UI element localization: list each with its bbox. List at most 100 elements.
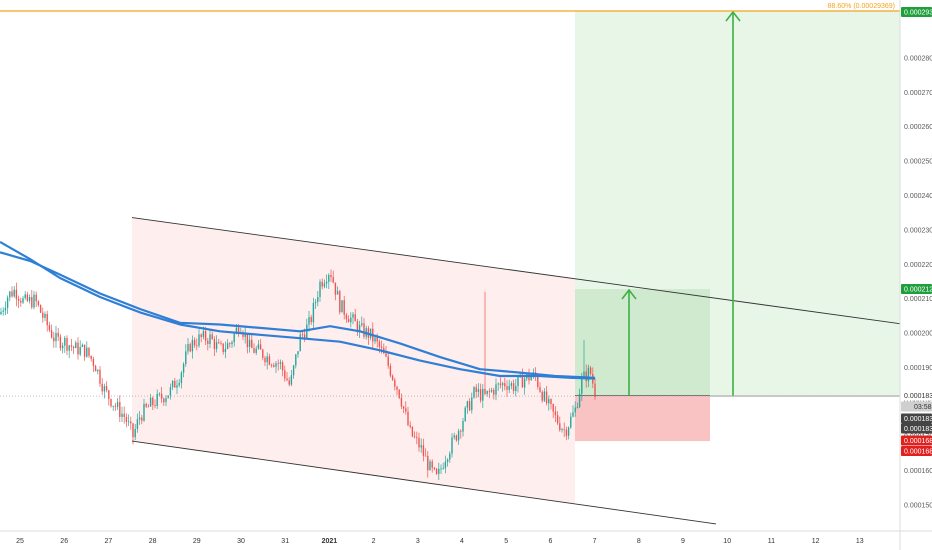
candle-body [332, 277, 334, 283]
take-profit-tag-bg [901, 284, 932, 295]
candle-body [163, 398, 165, 403]
candle-body [506, 386, 508, 390]
candle-body [471, 397, 473, 411]
time-tick-label: 2 [372, 538, 376, 545]
candle-body [295, 354, 297, 366]
candle-body [103, 386, 106, 392]
candle-body [224, 348, 227, 353]
candle-body [303, 334, 306, 339]
price-axis-bg [900, 0, 932, 550]
candle-body [369, 328, 372, 338]
candle-body [455, 435, 458, 441]
candle-body [114, 405, 117, 407]
time-tick-label: 2021 [322, 538, 338, 545]
candle-body [147, 406, 150, 408]
candle-body [83, 344, 86, 357]
time-tick-label: 10 [723, 538, 731, 545]
candle-body [356, 321, 359, 333]
candle-body [475, 387, 477, 392]
candle-body [33, 294, 35, 308]
candle-body [550, 399, 552, 405]
candle-body [420, 445, 422, 448]
candle-body [457, 430, 460, 441]
candle-body [451, 437, 453, 454]
candle-body [37, 301, 40, 306]
candle-body [6, 297, 9, 308]
candle-body [391, 375, 394, 380]
candle-body [259, 344, 262, 350]
candle-body [207, 340, 209, 345]
candle-body [204, 331, 207, 341]
candle-body [46, 313, 48, 326]
candle-body [182, 363, 185, 373]
bid-price-tag-2-bg [901, 423, 932, 434]
candle-body [292, 365, 295, 376]
candle-body [180, 372, 183, 383]
candle-body [376, 337, 378, 342]
candle-body [61, 345, 64, 349]
candle-body [321, 281, 323, 287]
candle-body [310, 317, 312, 323]
candle-body [490, 389, 493, 392]
candle-body [123, 413, 125, 417]
time-tick-label: 25 [16, 538, 24, 545]
candle-body [561, 429, 563, 431]
candle-body [17, 298, 20, 301]
candle-body [581, 376, 583, 394]
candle-body [345, 314, 348, 320]
candle-body [202, 331, 205, 337]
candle-body [64, 337, 66, 346]
candle-body [570, 416, 572, 428]
candle-body [328, 275, 330, 282]
candle-body [479, 389, 482, 401]
candle-body [174, 380, 176, 388]
candle-body [325, 281, 328, 284]
candle-body [266, 356, 268, 363]
candle-body [257, 344, 260, 349]
candle-body [200, 334, 202, 337]
candle-body [108, 390, 110, 399]
candle-body [229, 343, 231, 345]
time-tick-label: 13 [856, 538, 864, 545]
candle-body [31, 297, 33, 308]
candle-body [446, 459, 449, 462]
candle-body [187, 344, 189, 352]
candle-body [361, 323, 363, 326]
time-tick-label: 7 [593, 538, 597, 545]
candle-body [405, 408, 407, 412]
candle-body [486, 390, 488, 394]
candle-body [473, 387, 475, 398]
target-price-tag-bg [901, 7, 932, 17]
candle-body [563, 429, 565, 431]
candle-body [158, 393, 161, 395]
candle-body [442, 468, 444, 469]
candle-body [517, 377, 519, 387]
candle-body [314, 301, 317, 304]
candle-body [330, 275, 332, 278]
candle-body [9, 291, 11, 298]
take-profit-zone [575, 289, 710, 396]
candle-body [515, 386, 517, 391]
candle-body [189, 344, 191, 352]
candle-body [438, 468, 440, 474]
candle-body [484, 388, 486, 394]
candle-body [90, 355, 92, 359]
candle-body [251, 339, 253, 349]
candle-body [176, 385, 178, 388]
candle-body [508, 385, 510, 390]
candle-body [215, 342, 218, 350]
candle-body [262, 349, 264, 358]
candle-body [132, 423, 134, 438]
candle-body [242, 332, 244, 337]
candle-body [301, 334, 304, 336]
countdown-bg [901, 401, 932, 412]
candle-body [512, 383, 515, 391]
candle-body [196, 345, 198, 347]
